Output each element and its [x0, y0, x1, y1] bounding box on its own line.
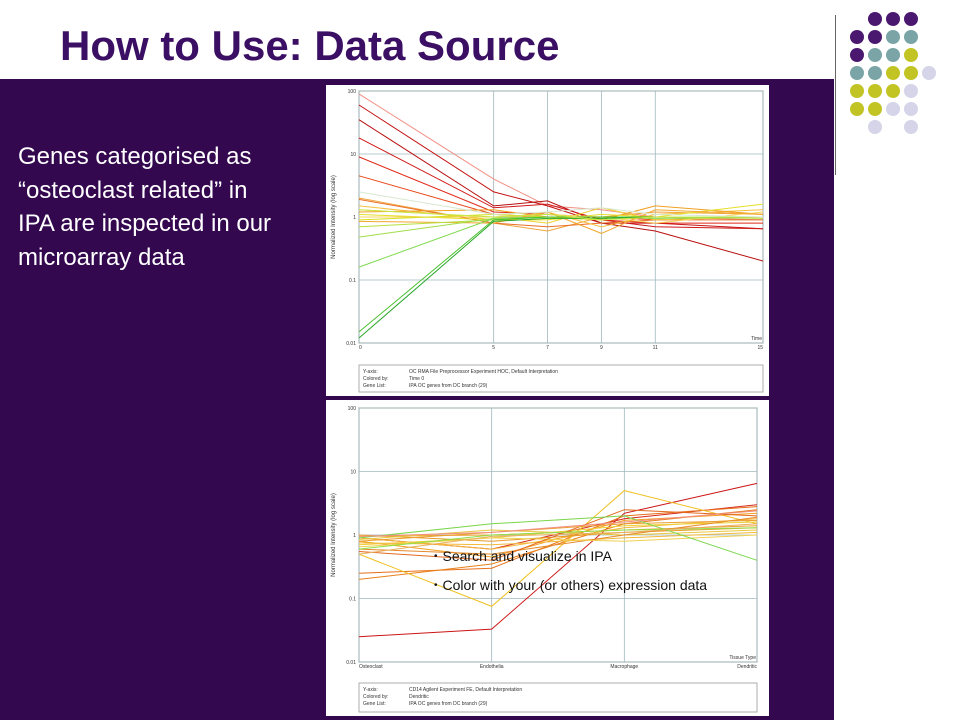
- decorative-dot: [868, 12, 882, 26]
- time-series-chart: 100 10 1 0.1 0.01 0 5 7 9 11 15 Time Normalized Inte…: [326, 85, 769, 396]
- divider-line: [835, 15, 836, 175]
- y-tick-label: 0.01: [346, 660, 356, 666]
- y-axis-title: Normalized Intensity (log scale): [331, 175, 337, 259]
- legend-value: OC RMA File Preprocessor Experiment HOC,…: [409, 369, 558, 375]
- series-line: [358, 509, 758, 561]
- bullet-item: Search and visualize in IPA: [434, 542, 707, 571]
- legend-box: [358, 364, 764, 393]
- decorative-dot: [886, 12, 900, 26]
- bullet-item: Color with your (or others) expression d…: [434, 571, 708, 600]
- legend-value: IPA OC genes from DC branch (29): [409, 701, 488, 707]
- x-tick-label: 7: [546, 345, 549, 351]
- legend-key: Gene List:: [363, 701, 386, 707]
- y-tick-label: 10: [350, 470, 356, 476]
- y-tick-label: 10: [350, 152, 356, 158]
- x-tick-label: 15: [757, 345, 763, 351]
- x-tick-label: 11: [653, 345, 658, 351]
- x-axis-title: Time: [751, 336, 762, 342]
- decorative-dot: [886, 48, 900, 62]
- series-line: [358, 191, 764, 218]
- legend-box: [358, 682, 758, 713]
- y-tick-label: 100: [348, 406, 357, 412]
- legend-value: Dendritic: [409, 694, 429, 700]
- x-tick-label: 5: [492, 345, 495, 351]
- decorative-dot: [886, 30, 900, 44]
- decorative-dot: [850, 30, 864, 44]
- decorative-dot: [850, 48, 864, 62]
- series-line: [358, 137, 764, 230]
- y-axis-title: Normalized Intensity (log scale): [331, 493, 337, 577]
- legend-value: IPA OC genes from DC branch (29): [409, 383, 488, 389]
- x-tick-label: 0: [359, 345, 362, 351]
- y-tick-label: 0.1: [349, 278, 356, 284]
- decorative-dot: [868, 120, 882, 134]
- decorative-dot: [850, 66, 864, 80]
- slide-description: Genes categorised as “osteoclast related…: [18, 143, 272, 271]
- decorative-dot: [886, 66, 900, 80]
- decorative-dot: [868, 84, 882, 98]
- tissue-type-chart: 100 10 1 0.1 0.01 Osteoclast Endothelia Macroph…: [326, 400, 769, 716]
- legend-key: Gene List:: [363, 383, 386, 389]
- decorative-dot: [904, 120, 918, 134]
- decorative-dot: [904, 12, 918, 26]
- decorative-dot: [850, 84, 864, 98]
- decorative-dot: [904, 66, 918, 80]
- legend-key: Y-axis:: [363, 687, 378, 693]
- decorative-dot: [886, 102, 900, 116]
- chart-svg: 100 10 1 0.1 0.010 5 7 9 11 15 Time Normalized Inte…: [331, 89, 764, 393]
- decorative-dot: [850, 102, 864, 116]
- decorative-dot: [904, 30, 918, 44]
- x-tick-label: Endothelia: [480, 664, 504, 670]
- y-tick-label: 1: [353, 533, 356, 539]
- decorative-dot: [868, 66, 882, 80]
- decorative-dot: [868, 30, 882, 44]
- series-line: [358, 510, 758, 537]
- legend-key: Colored by:: [363, 376, 389, 382]
- decorative-dot: [904, 84, 918, 98]
- decorative-dot: [904, 102, 918, 116]
- series-line: [358, 527, 758, 550]
- slide-title: How to Use: Data Source: [60, 22, 560, 69]
- x-axis-title: Tissue Type: [729, 655, 756, 661]
- decorative-dot: [868, 48, 882, 62]
- decorative-dot: [868, 102, 882, 116]
- y-tick-label: 1: [353, 215, 356, 221]
- decorative-dot-grid: [850, 12, 960, 162]
- bullet-list: Search and visualize in IPA Color with y…: [434, 542, 708, 600]
- legend-value: CD14 Agilent Experiment FE, Default Inte…: [409, 687, 522, 693]
- decorative-dot: [922, 66, 936, 80]
- series-line: [358, 519, 758, 542]
- series-line: [358, 209, 763, 221]
- series-line: [358, 205, 764, 228]
- y-tick-label: 0.01: [346, 341, 356, 347]
- legend-key: Y-axis:: [363, 369, 378, 375]
- series-line: [359, 211, 764, 224]
- series-line: [358, 523, 758, 555]
- series-line: [358, 209, 764, 234]
- legend-value: Time 0: [409, 376, 424, 382]
- series-line: [358, 104, 764, 230]
- series-line: [358, 521, 758, 546]
- series-line: [358, 515, 758, 561]
- x-tick-label: Macrophage: [610, 664, 638, 670]
- legend-key: Colored by:: [363, 694, 389, 700]
- decorative-dot: [904, 48, 918, 62]
- series-line: [358, 527, 758, 542]
- decorative-dot: [886, 84, 900, 98]
- y-tick-label: 0.1: [349, 597, 356, 603]
- y-tick-label: 100: [348, 89, 357, 95]
- x-tick-label: Dendritic: [737, 664, 757, 670]
- x-tick-label: Osteoclast: [359, 664, 383, 670]
- x-tick-label: 9: [600, 345, 603, 351]
